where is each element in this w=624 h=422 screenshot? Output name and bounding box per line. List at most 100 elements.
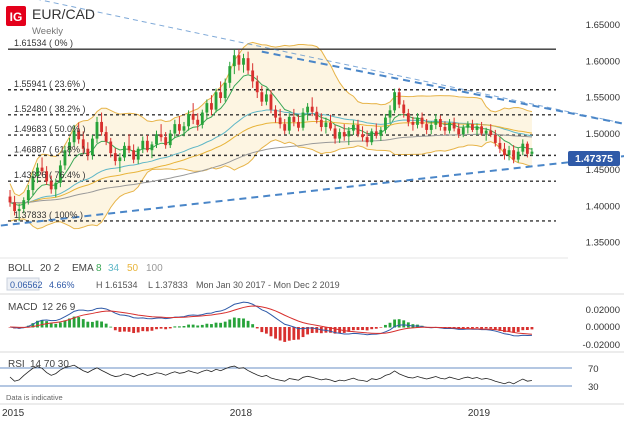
candle-body [438, 119, 442, 128]
macd-histogram-bar [36, 320, 39, 328]
candle-body [475, 126, 479, 130]
candle-body [177, 124, 181, 131]
candle-body [448, 122, 451, 131]
macd-histogram-bar [379, 327, 383, 328]
macd-histogram-bar [187, 324, 190, 328]
fib-level-label: 1.37833 ( 100% ) [14, 210, 83, 220]
candle-body [434, 119, 438, 125]
macd-tick-top: 0.02000 [586, 305, 620, 316]
macd-histogram-bar [77, 317, 81, 328]
macd-histogram-bar [498, 327, 502, 331]
rsi-level-70: 70 [588, 364, 599, 375]
macd-histogram-bar [210, 324, 213, 328]
bollinger-lower [9, 139, 533, 230]
fib-level-label: 1.55941 ( 23.6% ) [14, 79, 86, 89]
macd-histogram-bar [246, 320, 250, 328]
bollinger-upper [9, 41, 533, 197]
candle-body [90, 138, 94, 156]
candle-body [374, 131, 378, 136]
candle-body [480, 126, 484, 134]
candle-body [187, 113, 190, 127]
candle-body [461, 127, 465, 135]
candle-body [136, 148, 140, 160]
candle-body [402, 104, 406, 114]
trendlines [0, 0, 624, 227]
macd-histogram-bar [100, 321, 103, 328]
fib-level-label: 1.49683 ( 50.0% ) [14, 124, 86, 134]
ema-label[interactable]: EMA [72, 263, 94, 274]
candle-body [251, 70, 255, 82]
rsi-pane: RSI 14 70 30 70 30 Data is indicative [0, 351, 624, 402]
candle-body [269, 94, 273, 110]
time-axis: 2015 2018 2019 [0, 403, 624, 419]
candle-body [127, 145, 131, 151]
macd-histogram-bar [150, 327, 154, 331]
macd-histogram-bar [466, 327, 470, 329]
macd-histogram-bar [397, 319, 401, 328]
macd-histogram-bar [45, 321, 49, 328]
rsi-params: 14 70 30 [30, 359, 69, 370]
macd-histogram-bar [90, 321, 94, 328]
candle-body [45, 171, 49, 182]
macd-histogram-bar [356, 327, 360, 331]
macd-histogram-bar [393, 319, 397, 328]
candle-body [388, 110, 392, 118]
price-tick-label: 1.45000 [586, 165, 620, 176]
macd-histogram-bar [347, 327, 351, 332]
macd-histogram-bar [301, 327, 305, 338]
macd-histogram-bar [72, 316, 76, 328]
rsi-label[interactable]: RSI [8, 359, 25, 370]
trendline [38, 0, 624, 124]
candle-body [86, 148, 90, 156]
macd-tick-bottom: -0.02000 [582, 340, 620, 351]
candle-body [351, 124, 355, 131]
candle-body [196, 119, 200, 125]
period-high: H 1.61534 [96, 280, 138, 290]
candle-body [8, 196, 12, 203]
price-tick-label: 1.40000 [586, 201, 620, 212]
macd-histogram-bar [141, 327, 145, 332]
candle-body [525, 143, 529, 154]
macd-histogram-bar [388, 322, 392, 328]
boll-label[interactable]: BOLL [8, 263, 34, 274]
candle-body [58, 165, 62, 183]
macd-histogram-bar [123, 327, 126, 332]
macd-histogram-bar [40, 320, 44, 328]
percent-change: 4.66% [49, 280, 75, 290]
candle-body [232, 55, 236, 67]
candle-body [49, 181, 53, 190]
macd-histogram-bar [145, 327, 149, 332]
macd-histogram-bar [461, 327, 465, 329]
candle-body [379, 129, 383, 136]
candle-body [370, 131, 374, 143]
candle-body [159, 134, 163, 138]
symbol-title: EUR/CAD [32, 6, 95, 22]
candle-body [40, 167, 44, 172]
macd-histogram-bar [475, 327, 479, 328]
macd-label[interactable]: MACD [8, 302, 37, 313]
candle-body [104, 132, 108, 142]
value-chip-text: 0.06562 [10, 280, 43, 290]
candle-body [530, 151, 534, 154]
candle-body [210, 103, 213, 110]
macd-histogram-bar [530, 327, 534, 330]
candle-body [242, 58, 245, 65]
macd-histogram-bar [173, 326, 177, 328]
macd-histogram-bar [109, 326, 113, 328]
trendline [0, 155, 624, 227]
time-tick-label: 2018 [230, 408, 253, 419]
macd-histogram-bar [155, 327, 158, 330]
macd-histogram-bar [214, 322, 218, 328]
fib-level-label: 1.46887 ( 61.8% ) [14, 144, 86, 154]
disclaimer: Data is indicative [6, 393, 63, 402]
logo-text: IG [10, 10, 23, 24]
macd-histogram-bar [200, 324, 204, 328]
boll-params: 20 2 [40, 263, 60, 274]
macd-histogram-bar [278, 327, 282, 341]
candle-body [425, 124, 429, 130]
ema-period-100: 100 [146, 263, 163, 274]
indicator-bar: BOLL 20 2 EMA 8 34 50 100 0.06562 4.66% … [0, 257, 568, 291]
macd-histogram-bar [480, 327, 484, 329]
macd-histogram-bar [196, 325, 200, 328]
